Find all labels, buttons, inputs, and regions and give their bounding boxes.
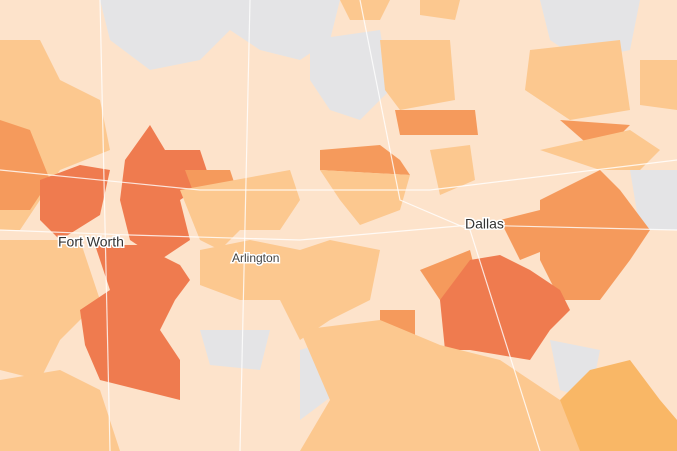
city-label: Fort Worth	[58, 234, 124, 250]
city-label: Dallas	[465, 216, 504, 232]
city-label: Arlington	[232, 251, 279, 265]
